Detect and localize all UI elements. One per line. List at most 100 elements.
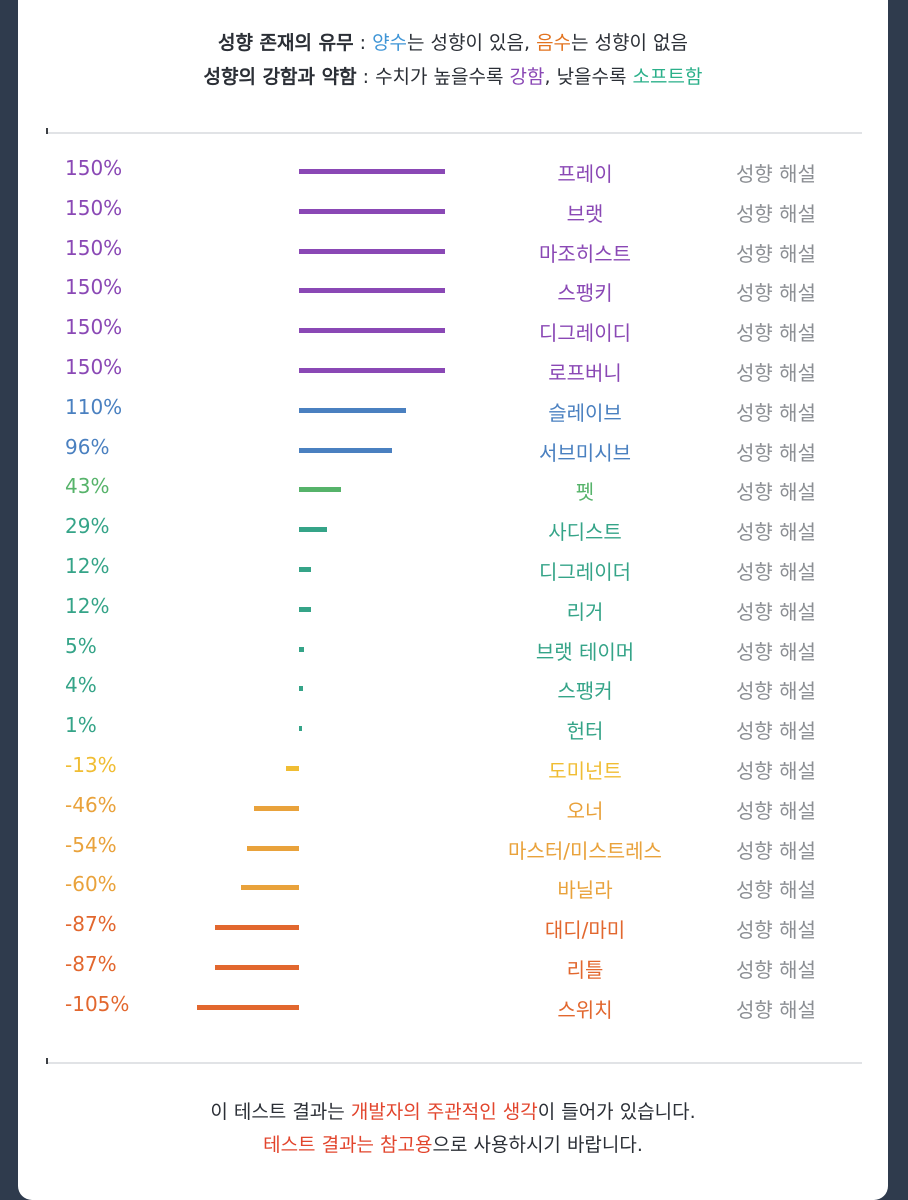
result-row: -13% 도미넌트 성향 해설 — [18, 750, 888, 790]
row-bar — [246, 845, 299, 851]
row-category-name: 대디/마미 — [544, 918, 626, 943]
divider-top — [46, 128, 862, 134]
result-row: 150% 스팽키 성향 해설 — [18, 272, 888, 312]
row-description-link[interactable]: 성향 해설 — [736, 321, 816, 346]
row-description-link[interactable]: 성향 해설 — [736, 759, 816, 783]
row-description-link[interactable]: 성향 해설 — [736, 281, 816, 306]
row-percent: -60% — [65, 872, 117, 897]
row-category-name: 디그레이더 — [539, 560, 631, 584]
legend-text: 는 성향이 있음, — [407, 32, 537, 54]
row-bar — [299, 208, 445, 214]
legend-separator: : — [356, 66, 376, 88]
row-percent: 12% — [65, 554, 110, 578]
result-row: 12% 디그레이더 성향 해설 — [18, 551, 888, 591]
legend-strong-word: 강함 — [509, 66, 545, 88]
result-row: -54% 마스터/미스트레스 성향 해설 — [18, 830, 888, 870]
disclaimer-line-2: 테스트 결과는 참고용으로 사용하시기 바랍니다. — [18, 1130, 888, 1157]
row-description-link[interactable]: 성향 해설 — [736, 520, 816, 545]
row-bar — [299, 646, 304, 652]
result-row: 150% 로프버니 성향 해설 — [18, 352, 888, 392]
legend-separator: : — [353, 32, 373, 54]
row-description-link[interactable]: 성향 해설 — [736, 201, 816, 226]
row-bar — [214, 965, 299, 970]
row-description-link[interactable]: 성향 해설 — [736, 480, 816, 505]
legend-presence-line: 성향 존재의 유무 : 양수는 성향이 있음, 음수는 성향이 없음 — [18, 28, 888, 55]
row-category-name: 리틀 — [566, 958, 604, 982]
row-percent: 96% — [65, 434, 110, 459]
row-category-name: 리거 — [566, 599, 604, 624]
row-category-name: 슬레이브 — [548, 400, 622, 425]
row-category-name: 스팽커 — [557, 679, 613, 704]
row-description-link[interactable]: 성향 해설 — [736, 997, 816, 1022]
result-row: 96% 서브미시브 성향 해설 — [18, 432, 888, 472]
row-category-name: 프레이 — [557, 162, 613, 186]
row-bar — [299, 567, 311, 572]
legend-text: 는 성향이 없음 — [571, 32, 689, 54]
result-row: 29% 사디스트 성향 해설 — [18, 511, 888, 551]
disclaimer-highlight: 개발자의 주관적인 생각 — [350, 1101, 538, 1123]
row-percent: 150% — [65, 195, 123, 220]
row-category-name: 서브미시브 — [539, 440, 631, 465]
result-card: 성향 존재의 유무 : 양수는 성향이 있음, 음수는 성향이 없음 성향의 강… — [18, 0, 888, 1200]
row-percent: -87% — [65, 952, 117, 976]
legend-text: , 낮을수록 — [544, 66, 633, 88]
row-bar — [299, 726, 302, 732]
result-row: -60% 바닐라 성향 해설 — [18, 869, 888, 909]
row-description-link[interactable]: 성향 해설 — [736, 798, 816, 823]
row-description-link[interactable]: 성향 해설 — [736, 639, 816, 664]
row-bar — [254, 805, 299, 811]
row-category-name: 사디스트 — [548, 520, 622, 545]
row-description-link[interactable]: 성향 해설 — [736, 918, 816, 943]
row-category-name: 바닐라 — [557, 878, 613, 903]
row-category-name: 헌터 — [566, 719, 604, 744]
row-description-link[interactable]: 성향 해설 — [736, 878, 816, 903]
row-bar — [240, 885, 299, 891]
result-row: -87% 리틀 성향 해설 — [18, 949, 888, 989]
result-row: -105% 스위치 성향 해설 — [18, 989, 888, 1029]
result-row: 4% 스팽커 성향 해설 — [18, 670, 888, 710]
row-percent: 150% — [65, 315, 123, 340]
row-description-link[interactable]: 성향 해설 — [736, 361, 816, 385]
disclaimer-text: 이 들어가 있습니다. — [537, 1101, 696, 1123]
row-description-link[interactable]: 성향 해설 — [736, 400, 816, 425]
row-percent: 29% — [65, 514, 110, 539]
result-row: 150% 마조히스트 성향 해설 — [18, 233, 888, 273]
row-percent: 1% — [65, 713, 97, 738]
row-description-link[interactable]: 성향 해설 — [736, 162, 816, 186]
row-bar — [299, 288, 445, 294]
row-description-link[interactable]: 성향 해설 — [736, 440, 816, 465]
result-row: 150% 디그레이디 성향 해설 — [18, 312, 888, 352]
row-description-link[interactable]: 성향 해설 — [736, 719, 816, 744]
row-percent: 150% — [65, 235, 123, 260]
row-description-link[interactable]: 성향 해설 — [736, 560, 816, 584]
row-description-link[interactable]: 성향 해설 — [736, 599, 816, 624]
disclaimer-highlight: 테스트 결과는 참고용 — [263, 1134, 433, 1156]
row-percent: 150% — [65, 275, 123, 300]
row-description-link[interactable]: 성향 해설 — [736, 838, 816, 863]
divider-bottom — [46, 1058, 862, 1064]
row-bar — [214, 925, 299, 931]
row-category-name: 오너 — [566, 798, 604, 823]
legend-strength-label: 성향의 강함과 약함 — [203, 66, 357, 88]
legend-strength-line: 성향의 강함과 약함 : 수치가 높을수록 강함, 낮을수록 소프트함 — [18, 62, 888, 89]
disclaimer-text: 이 테스트 결과는 — [210, 1101, 351, 1123]
result-row: 110% 슬레이브 성향 해설 — [18, 392, 888, 432]
row-category-name: 스위치 — [557, 997, 613, 1022]
row-description-link[interactable]: 성향 해설 — [736, 958, 816, 982]
legend-presence-label: 성향 존재의 유무 — [217, 32, 354, 54]
row-description-link[interactable]: 성향 해설 — [736, 241, 816, 266]
row-percent: 150% — [65, 156, 123, 180]
row-category-name: 도미넌트 — [548, 759, 622, 783]
row-percent: 12% — [65, 593, 110, 618]
row-bar — [299, 447, 393, 453]
disclaimer-line-1: 이 테스트 결과는 개발자의 주관적인 생각이 들어가 있습니다. — [18, 1097, 888, 1124]
legend-positive-word: 양수 — [372, 32, 408, 54]
result-row: 1% 헌터 성향 해설 — [18, 710, 888, 750]
row-percent: -46% — [65, 792, 117, 817]
row-category-name: 브랫 테이머 — [535, 639, 635, 664]
disclaimer-text: 으로 사용하시기 바랍니다. — [432, 1134, 643, 1156]
row-percent: 4% — [65, 673, 97, 698]
row-description-link[interactable]: 성향 해설 — [736, 679, 816, 704]
row-category-name: 스팽키 — [557, 281, 613, 306]
row-bar — [299, 686, 303, 692]
